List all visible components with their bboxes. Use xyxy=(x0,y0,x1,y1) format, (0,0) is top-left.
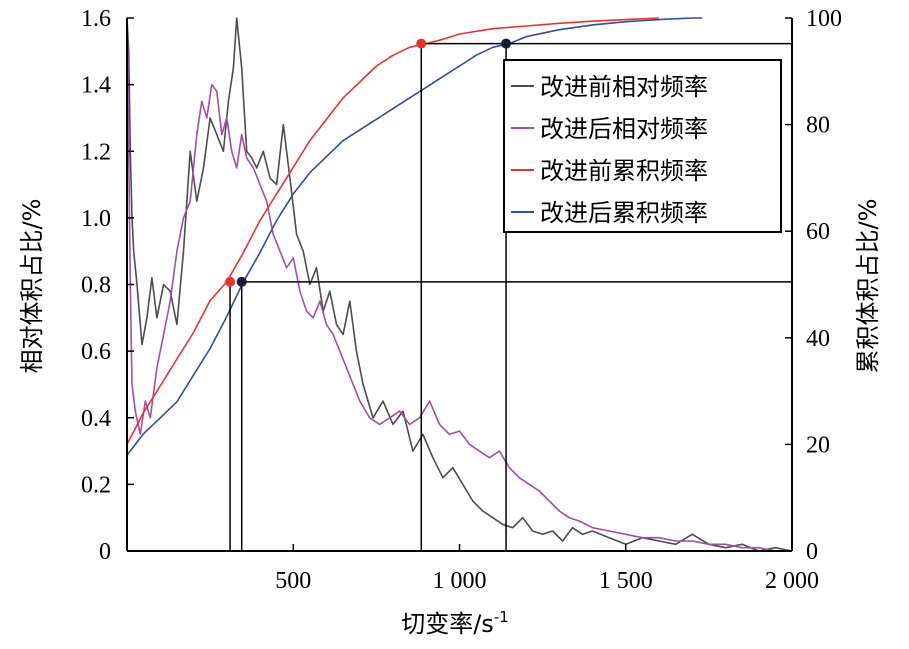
x-axis-title-sup: -1 xyxy=(494,608,509,626)
legend-box xyxy=(503,59,782,233)
y-left-tick-label-1: 0.2 xyxy=(81,472,111,498)
x-tick-label-0: 500 xyxy=(275,568,311,594)
y-right-tick-label-2: 40 xyxy=(806,326,830,352)
y-left-tick-label-7: 1.4 xyxy=(81,73,111,99)
x-tick-label-1: 1 000 xyxy=(433,568,487,594)
y-right-tick-label-0: 0 xyxy=(806,539,818,565)
series-line-1 xyxy=(126,17,792,552)
x-axis-title-main: 切变率/s xyxy=(401,610,494,638)
legend-label-0: 改进前相对频率 xyxy=(540,73,708,101)
y-left-axis-title: 相对体积占比/% xyxy=(18,199,46,374)
y-right-tick-label-5: 100 xyxy=(806,6,842,32)
legend-label-2: 改进前累积频率 xyxy=(540,157,708,185)
y-left-tick-label-2: 0.4 xyxy=(81,406,111,432)
axis-ticks xyxy=(127,17,793,552)
legend: 改进前相对频率 改进后相对频率 改进前累积频率 改进后累积频率 xyxy=(503,59,782,233)
y-right-tick-label-3: 60 xyxy=(806,219,830,245)
series-line-0 xyxy=(126,17,793,552)
y-left-tick-label-4: 0.8 xyxy=(81,273,111,299)
y-right-tick-label-1: 20 xyxy=(806,432,830,458)
legend-label-1: 改进后相对频率 xyxy=(540,115,708,143)
y-left-tick-label-0: 0 xyxy=(99,539,111,565)
legend-label-3: 改进后累积频率 xyxy=(540,199,708,227)
y-left-tick-label-8: 1.6 xyxy=(81,6,111,32)
y-right-tick-label-4: 80 xyxy=(806,113,830,139)
marker-point-3 xyxy=(501,38,512,49)
y-left-tick-label-6: 1.2 xyxy=(81,139,111,165)
series-line-3 xyxy=(126,17,703,456)
y-right-axis-title: 累积体积占比/% xyxy=(854,199,882,374)
markers xyxy=(225,38,512,287)
marker-point-1 xyxy=(236,276,247,287)
marker-point-2 xyxy=(416,38,427,49)
y-left-tick-label-5: 1.0 xyxy=(81,206,111,232)
marker-point-0 xyxy=(225,276,236,287)
x-axis-title: 切变率/s-1 xyxy=(401,608,509,638)
plot-lines xyxy=(126,17,793,552)
x-tick-label-3: 2 000 xyxy=(765,568,819,594)
x-tick-label-2: 1 500 xyxy=(599,568,653,594)
y-left-tick-label-3: 0.6 xyxy=(81,339,111,365)
series-line-2 xyxy=(126,17,660,445)
tick-labels: 500 1 000 1 500 2 000 0 0.2 0.4 0.6 0.8 1.0 1.2 1.4… xyxy=(81,6,842,594)
